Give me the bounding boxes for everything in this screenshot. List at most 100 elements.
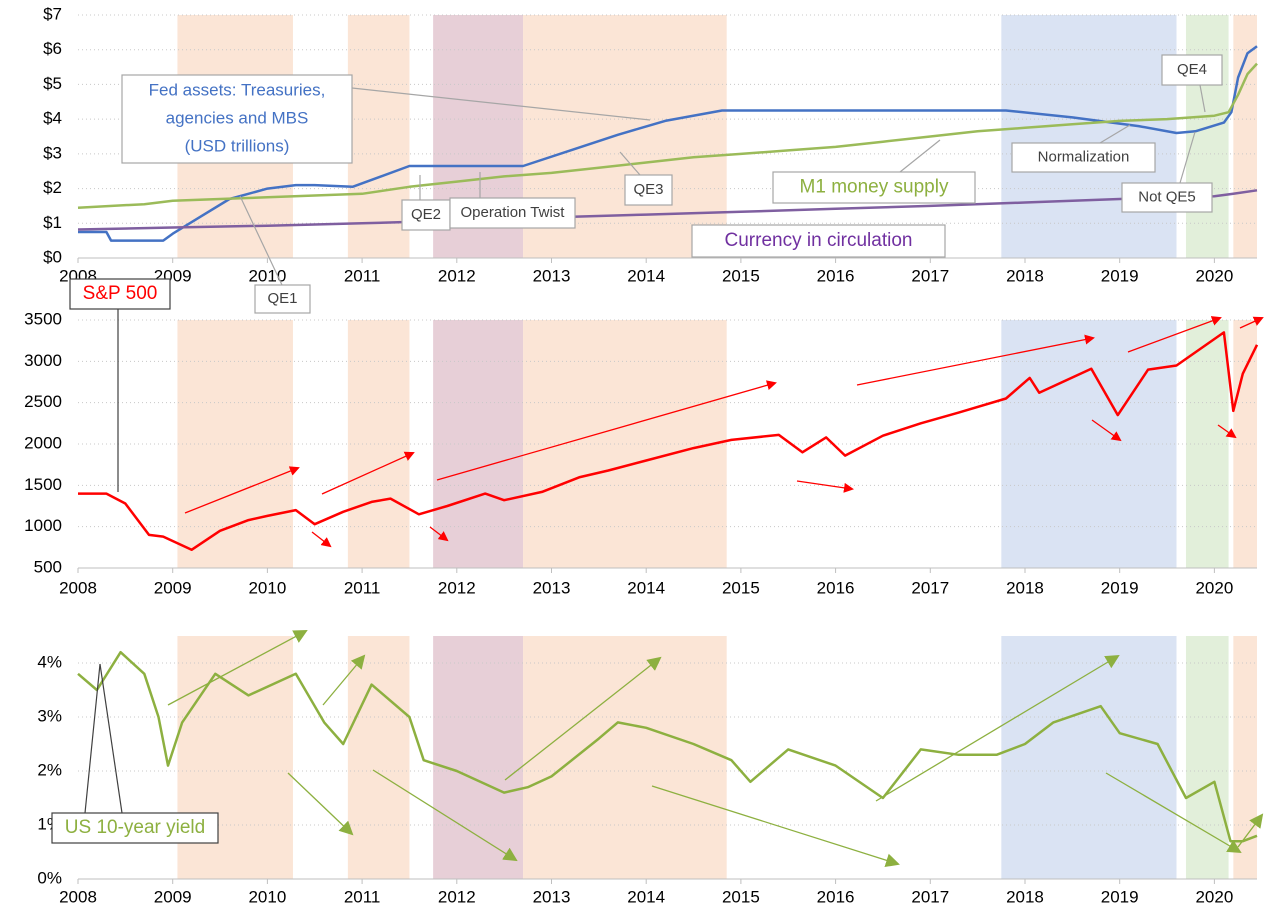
- trend-arrow: [167, 630, 308, 706]
- callout-leader: [239, 195, 283, 286]
- shaded-region: [1233, 636, 1257, 879]
- y-tick-label: $0: [43, 247, 62, 266]
- x-tick-label: 2014: [627, 887, 665, 906]
- x-tick-label: 2019: [1101, 266, 1139, 285]
- x-tick-label: 2016: [817, 578, 855, 597]
- y-tick-label: 3%: [37, 706, 62, 725]
- trend-arrow: [436, 380, 777, 481]
- callout-box: [624, 174, 673, 206]
- callout-leader: [619, 151, 641, 176]
- x-tick-label: 2010: [248, 578, 286, 597]
- y-tick-label: 1000: [24, 516, 62, 535]
- trend-arrow: [796, 480, 854, 493]
- trend-arrow: [311, 531, 332, 548]
- y-tick-label: $5: [43, 74, 62, 93]
- callout-box: [1161, 54, 1223, 86]
- trend-arrow: [322, 654, 366, 706]
- callout-box: [1011, 142, 1156, 173]
- callout-leader: [84, 663, 101, 814]
- x-tick-label: 2009: [154, 887, 192, 906]
- shaded-region: [1233, 320, 1257, 568]
- y-tick-label: $1: [43, 213, 62, 232]
- callout-label: S&P 500: [83, 283, 158, 304]
- callout-label: agencies and MBS: [166, 108, 309, 127]
- trend-arrow: [875, 654, 1120, 802]
- x-tick-label: 2015: [722, 887, 760, 906]
- x-tick-label: 2011: [344, 887, 381, 906]
- shaded-region: [523, 320, 727, 568]
- series-line: [77, 62, 1258, 209]
- x-tick-label: 2017: [911, 887, 949, 906]
- callout-label: QE4: [1177, 61, 1207, 78]
- shaded-region: [347, 15, 410, 258]
- x-tick-label: 2012: [438, 887, 476, 906]
- callout-box: [1121, 182, 1213, 213]
- x-tick-label: 2013: [533, 887, 571, 906]
- x-tick-label: 2016: [817, 266, 855, 285]
- callout-label: (USD trillions): [185, 136, 290, 155]
- x-tick-label: 2010: [248, 887, 286, 906]
- y-tick-label: $3: [43, 143, 62, 162]
- x-tick-label: 2010: [248, 266, 286, 285]
- trend-arrow: [1091, 419, 1122, 442]
- x-tick-label: 2017: [911, 266, 949, 285]
- y-tick-label: $4: [43, 109, 62, 128]
- y-tick-label: 2000: [24, 433, 62, 452]
- callout-label: QE3: [633, 181, 663, 198]
- shaded-region: [1185, 15, 1229, 258]
- shaded-region: [523, 636, 727, 879]
- shaded-region: [347, 636, 410, 879]
- callout-leader: [99, 663, 123, 814]
- y-tick-label: 2500: [24, 392, 62, 411]
- series-line: [78, 45, 1258, 242]
- callout-box: [121, 74, 353, 164]
- y-tick-label: $7: [43, 4, 62, 23]
- callout-box: [254, 284, 311, 314]
- x-tick-label: 2012: [438, 266, 476, 285]
- callout-label: QE2: [411, 206, 441, 223]
- trend-arrow: [504, 656, 662, 781]
- shaded-region: [177, 320, 293, 568]
- x-tick-label: 2008: [59, 578, 97, 597]
- trend-arrow: [184, 466, 300, 514]
- y-tick-label: 0%: [37, 868, 62, 887]
- x-tick-label: 2015: [722, 266, 760, 285]
- trend-arrow: [856, 334, 1095, 386]
- callout-leader: [899, 139, 941, 173]
- y-tick-label: 500: [34, 557, 62, 576]
- trend-arrow: [1217, 424, 1237, 439]
- trend-arrow: [1239, 316, 1264, 329]
- shaded-region: [1001, 15, 1177, 258]
- x-tick-label: 2019: [1101, 578, 1139, 597]
- y-tick-label: $6: [43, 39, 62, 58]
- x-tick-label: 2019: [1101, 887, 1139, 906]
- trend-arrow: [372, 769, 518, 862]
- shaded-region: [1185, 636, 1229, 879]
- trend-arrow: [651, 785, 900, 868]
- callout-leader: [1199, 84, 1206, 113]
- trend-arrow: [287, 772, 354, 836]
- trend-arrow: [429, 526, 449, 542]
- shaded-region: [433, 636, 524, 879]
- callout-label: QE1: [267, 290, 297, 307]
- x-tick-label: 2018: [1006, 887, 1044, 906]
- trend-arrow: [321, 451, 415, 495]
- shaded-region: [1233, 15, 1257, 258]
- series-line: [78, 331, 1259, 552]
- callout-label: M1 money supply: [800, 177, 949, 198]
- x-tick-label: 2009: [154, 578, 192, 597]
- callout-leader: [1099, 124, 1131, 144]
- callout-label: Not QE5: [1138, 188, 1196, 205]
- x-tick-label: 2020: [1195, 887, 1233, 906]
- x-tick-label: 2011: [344, 266, 381, 285]
- x-tick-label: 2017: [911, 578, 949, 597]
- x-tick-label: 2014: [627, 578, 665, 597]
- y-tick-label: 2%: [37, 760, 62, 779]
- trend-arrow: [1105, 772, 1242, 854]
- shaded-region: [1001, 636, 1177, 879]
- x-tick-label: 2020: [1195, 578, 1233, 597]
- x-tick-label: 2014: [627, 266, 665, 285]
- x-tick-label: 2013: [533, 266, 571, 285]
- callout-box: [69, 278, 171, 310]
